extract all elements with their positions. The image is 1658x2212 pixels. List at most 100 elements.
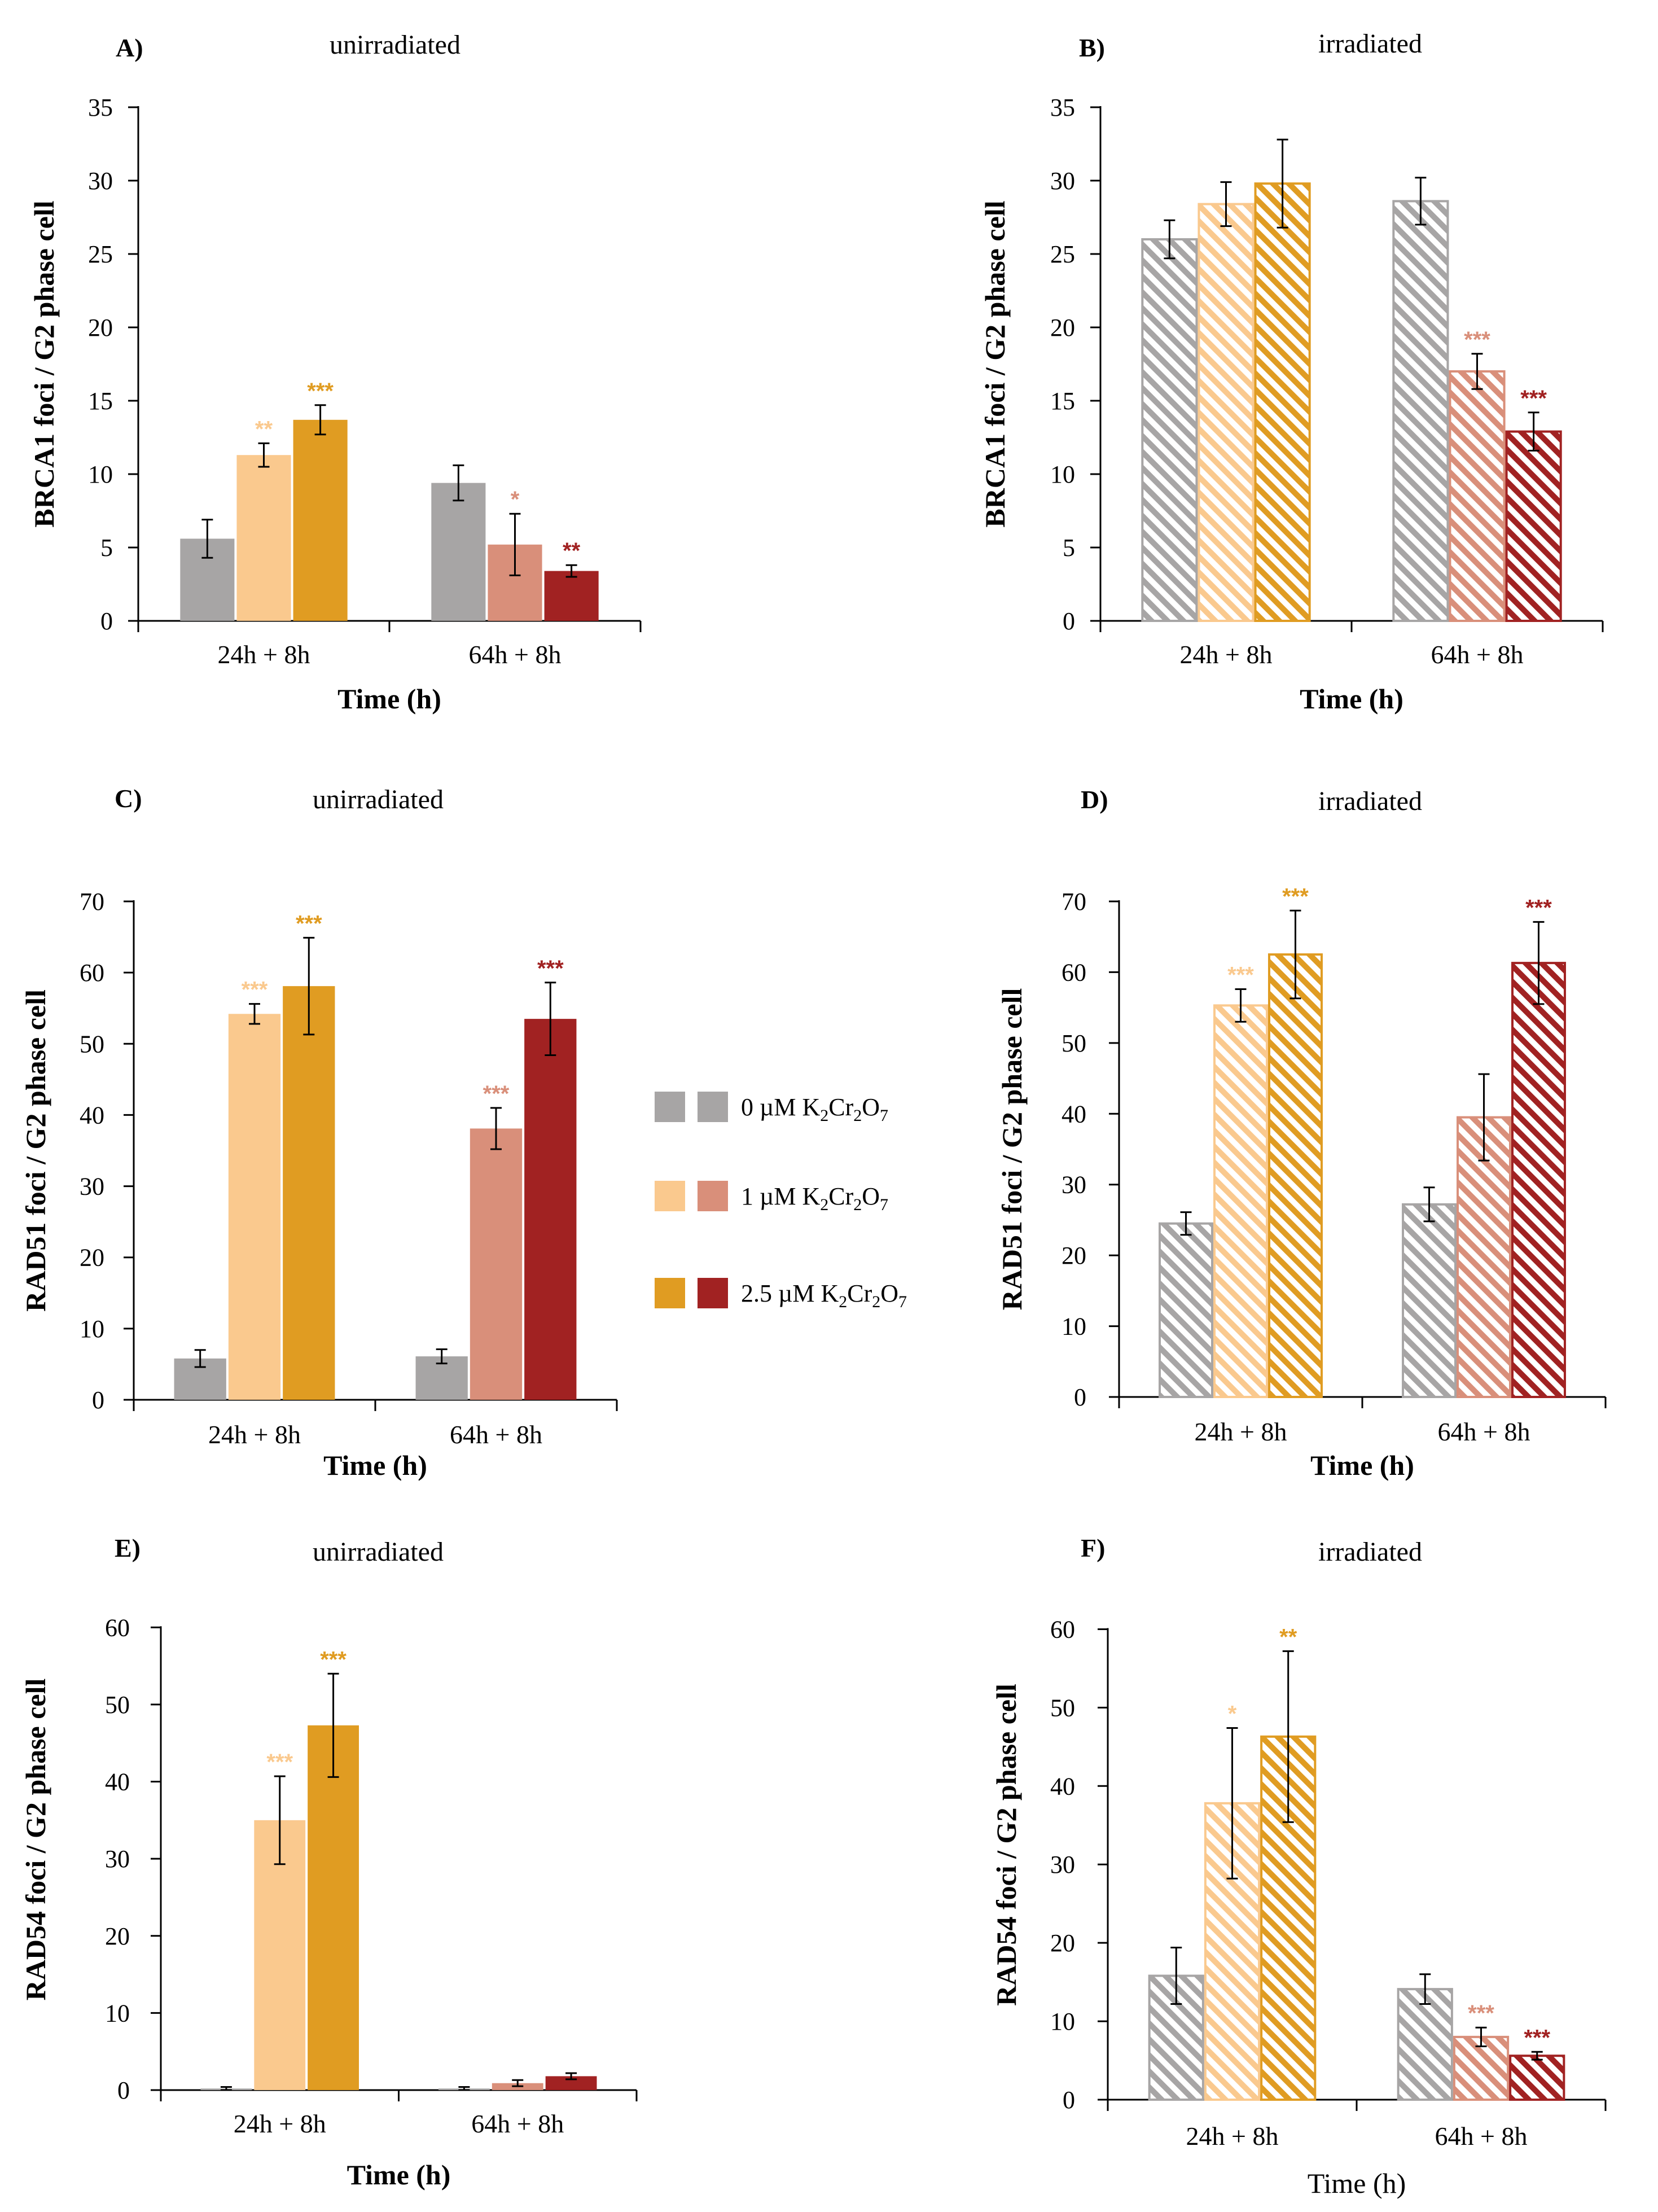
chart-panel: E) unirradiated 0 10 20 30 40 50 60 24h + 8h *** **… — [20, 1534, 638, 2191]
y-tick-label: 0 — [1074, 1383, 1086, 1411]
y-tick-label: 10 — [88, 461, 113, 488]
legend-subscript: 2 — [820, 1195, 828, 1214]
y-axis-title: RAD54 foci / G2 phase cell — [20, 1679, 51, 2001]
significance-stars: *** — [1524, 2025, 1550, 2050]
y-tick-label: 35 — [1050, 94, 1075, 121]
bar — [1392, 200, 1449, 622]
legend-text-part: O — [862, 1093, 880, 1121]
bar — [1505, 430, 1562, 622]
bar — [1402, 1203, 1457, 1398]
bar — [1453, 2035, 1510, 2101]
panel-letter: F) — [1081, 1534, 1105, 1562]
y-axis-title: RAD51 foci / G2 phase cell — [20, 989, 51, 1312]
significance-stars: * — [1228, 1702, 1237, 1727]
legend-label: 1 µM K2Cr2O7 — [741, 1182, 888, 1214]
y-tick-label: 20 — [88, 314, 113, 341]
significance-stars: *** — [1464, 327, 1490, 352]
x-axis-title: Time (h) — [337, 683, 441, 715]
significance-stars: *** — [537, 956, 564, 981]
bar — [283, 986, 335, 1400]
bar — [1204, 1802, 1261, 2101]
legend-text-part: Cr — [847, 1280, 872, 1307]
bar — [1457, 1116, 1511, 1398]
x-axis-title: Time (h) — [347, 2159, 451, 2191]
y-tick-label: 0 — [1063, 607, 1075, 635]
y-tick-label: 70 — [80, 888, 104, 916]
y-tick-label: 10 — [105, 1999, 130, 2027]
y-tick-label: 5 — [1063, 534, 1075, 562]
bar — [1159, 1222, 1214, 1398]
legend-text-part: 0 µM K — [741, 1093, 820, 1121]
legend-subscript: 7 — [898, 1293, 907, 1311]
x-category-label: 24h + 8h — [218, 640, 310, 669]
bar — [1254, 182, 1311, 622]
significance-stars: *** — [296, 911, 322, 936]
significance-stars: *** — [1525, 895, 1552, 920]
bar — [1267, 953, 1323, 1398]
legend-subscript: 2 — [820, 1106, 828, 1125]
y-tick-label: 20 — [1050, 1929, 1075, 1957]
panel-letter: C) — [115, 784, 142, 813]
y-tick-label: 0 — [92, 1386, 104, 1414]
y-axis-title: RAD54 foci / G2 phase cell — [990, 1684, 1022, 2006]
significance-stars: * — [511, 487, 520, 512]
bar — [1198, 203, 1255, 623]
legend-subscript: 2 — [853, 1195, 862, 1214]
bar — [236, 455, 291, 621]
y-tick-label: 20 — [1050, 314, 1075, 341]
legend-swatch — [698, 1092, 728, 1122]
y-tick-label: 50 — [1050, 1694, 1075, 1722]
significance-stars: *** — [1282, 884, 1309, 909]
legend-subscript: 7 — [880, 1195, 888, 1214]
bar — [524, 1019, 577, 1400]
bar — [1511, 962, 1566, 1398]
y-tick-label: 60 — [80, 959, 104, 987]
x-category-label: 64h + 8h — [1435, 2122, 1528, 2150]
panel-title: unirradiated — [330, 30, 460, 60]
y-tick-label: 40 — [1062, 1100, 1086, 1128]
y-tick-label: 60 — [105, 1614, 130, 1641]
y-tick-label: 20 — [1062, 1242, 1086, 1269]
panel-letter: B) — [1079, 33, 1105, 62]
y-tick-label: 60 — [1050, 1615, 1075, 1643]
x-axis-title: Time (h) — [323, 1449, 427, 1481]
bar — [470, 1128, 523, 1400]
x-category-label: 64h + 8h — [1438, 1417, 1530, 1446]
significance-stars: *** — [1468, 2001, 1494, 2026]
chart-panel: B) irradiated 0 5 10 15 20 25 30 35 24h + 8h 64h + … — [979, 29, 1604, 715]
bar — [1141, 238, 1198, 622]
x-axis-title: Time (h) — [1300, 683, 1403, 715]
y-tick-label: 25 — [88, 240, 113, 268]
x-axis-title: Time (h) — [1308, 2167, 1406, 2199]
bar — [544, 571, 599, 621]
significance-stars: *** — [242, 978, 268, 1002]
y-tick-label: 70 — [1062, 888, 1086, 916]
significance-stars: *** — [1227, 963, 1254, 988]
y-tick-label: 30 — [1062, 1171, 1086, 1199]
legend-text-part: O — [862, 1182, 880, 1210]
y-tick-label: 30 — [105, 1845, 130, 1873]
significance-stars: ** — [1279, 1624, 1297, 1649]
bar — [1213, 1004, 1268, 1398]
bar — [1397, 1988, 1453, 2101]
legend-subscript: 2 — [872, 1293, 880, 1311]
x-category-label: 64h + 8h — [471, 2109, 564, 2138]
legend-subscript: 2 — [839, 1293, 847, 1311]
chart-panel: D) irradiated 0 10 20 30 40 50 60 70 24h + 8h *** **… — [996, 785, 1607, 1481]
y-tick-label: 60 — [1062, 958, 1086, 986]
panel-title: irradiated — [1318, 29, 1422, 59]
x-category-label: 64h + 8h — [450, 1420, 542, 1449]
legend-text-part: 1 µM K — [741, 1182, 820, 1210]
legend-swatch — [698, 1181, 728, 1211]
legend-text-part: O — [880, 1280, 898, 1307]
y-tick-label: 30 — [1050, 1851, 1075, 1878]
y-tick-label: 50 — [1062, 1030, 1086, 1057]
significance-stars: *** — [1520, 386, 1547, 411]
bar — [308, 1725, 359, 2090]
y-tick-label: 40 — [1050, 1772, 1075, 1800]
